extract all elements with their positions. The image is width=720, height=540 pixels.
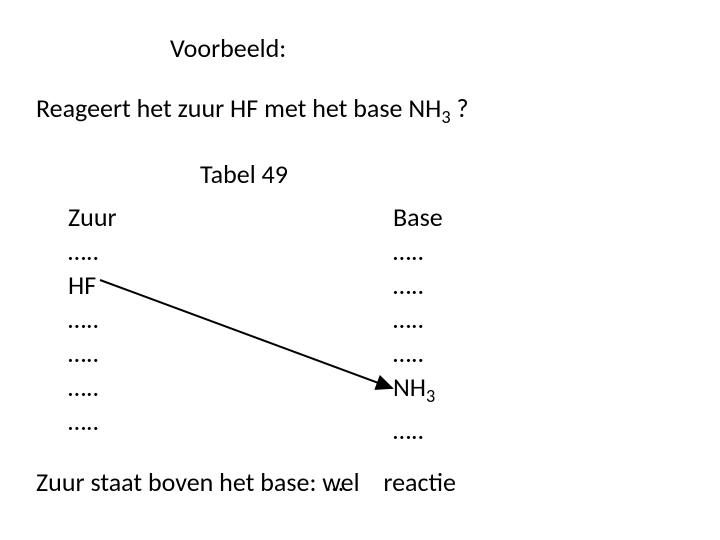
acid-column: Zuur ….. HF ….. ….. ….. ….. [68, 200, 117, 438]
base-row-dots: ….. [393, 268, 443, 302]
nh-text: NH [393, 371, 426, 403]
base-row-dots: ….. [393, 302, 443, 336]
question-subscript: 3 [441, 106, 450, 128]
base-row-nh3: NH3 [393, 370, 443, 413]
title: Voorbeeld: [170, 32, 286, 64]
slide: Voorbeeld: Reageert het zuur HF met het … [0, 0, 720, 540]
arrow-line [100, 280, 392, 388]
acid-row-dots: ….. [68, 234, 117, 268]
conclusion-post: reactie [378, 466, 456, 498]
acid-row-dots: ….. [68, 302, 117, 336]
acid-row-dots: ….. [68, 404, 117, 438]
base-row-dots: ….. [393, 413, 443, 447]
question-text-post: ? [451, 92, 469, 124]
acid-row-hf: HF [68, 268, 117, 302]
base-column: Base ….. ….. ….. ….. NH3 ….. [393, 200, 443, 447]
base-row-dots: ….. [393, 234, 443, 268]
acid-row-dots: ….. [68, 370, 117, 404]
conclusion-pre: Zuur staat boven het base: [36, 466, 322, 498]
question-line: Reageert het zuur HF met het base NH3 ? [36, 92, 469, 128]
base-header: Base [393, 200, 443, 234]
base-row-dots: ….. [393, 336, 443, 370]
conclusion-line: Zuur staat boven het base: wel… reactie [36, 466, 456, 498]
table-label: Tabel 49 [200, 158, 288, 190]
conclusion-dots-overlay: … [326, 466, 344, 498]
nh-subscript: 3 [426, 385, 435, 407]
question-text-pre: Reageert het zuur HF met het base NH [36, 92, 441, 124]
acid-row-dots: ….. [68, 336, 117, 370]
acid-header: Zuur [68, 200, 117, 234]
